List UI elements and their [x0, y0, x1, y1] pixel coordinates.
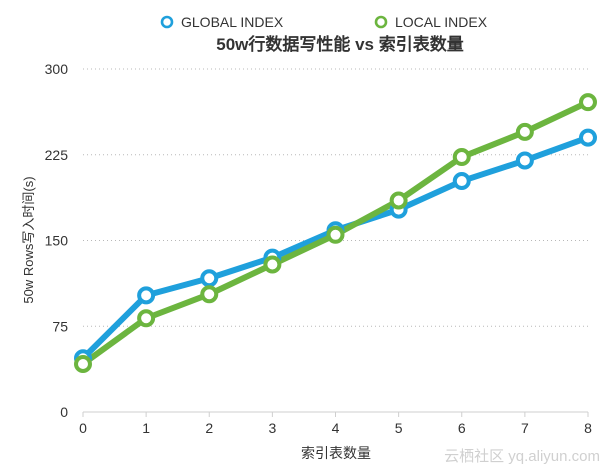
y-tick-label-150: 150 — [45, 233, 69, 249]
data-point-global-index-1 — [137, 286, 156, 305]
legend-item-local-index: LOCAL INDEX — [374, 14, 488, 30]
legend-label-global-index: GLOBAL INDEX — [181, 14, 284, 30]
data-point-local-index-4 — [326, 225, 345, 244]
x-tick-label-3: 3 — [268, 420, 276, 436]
legend-item-global-index: GLOBAL INDEX — [160, 14, 284, 30]
data-point-local-index-1 — [137, 309, 156, 328]
x-tick-labels: 0 1 2 3 4 5 6 7 8 — [79, 420, 592, 436]
x-tick-label-0: 0 — [79, 420, 87, 436]
series-points — [74, 93, 597, 373]
data-point-global-index-6 — [452, 172, 471, 191]
y-axis-label: 50w Rows写入时间(s) — [21, 176, 36, 303]
chart-legend: GLOBAL INDEX LOCAL INDEX — [160, 14, 488, 30]
x-tick-label-6: 6 — [458, 420, 466, 436]
watermark: 云栖社区 yq.aliyun.com — [444, 448, 600, 465]
y-tick-labels: 0 75 150 225 300 — [45, 61, 69, 420]
x-tick-label-4: 4 — [332, 420, 340, 436]
y-tick-label-300: 300 — [45, 61, 69, 77]
legend-marker-local-index-icon — [374, 15, 388, 29]
series-line-global-index — [80, 134, 591, 362]
data-point-global-index-7 — [515, 151, 534, 170]
data-point-global-index-2 — [200, 269, 219, 288]
y-tick-label-0: 0 — [60, 404, 68, 420]
chart-title: 50w行数据写性能 vs 索引表数量 — [216, 34, 464, 54]
data-point-local-index-6 — [452, 148, 471, 167]
data-point-local-index-2 — [200, 285, 219, 304]
x-axis-label: 索引表数量 — [301, 445, 371, 461]
x-tick-label-5: 5 — [395, 420, 403, 436]
x-tick-label-7: 7 — [521, 420, 529, 436]
x-tick-label-8: 8 — [584, 420, 592, 436]
data-point-local-index-0 — [74, 354, 92, 373]
data-point-global-index-8 — [579, 128, 597, 147]
legend-marker-global-index-icon — [160, 15, 174, 29]
legend-label-local-index: LOCAL INDEX — [395, 14, 488, 30]
data-point-local-index-3 — [263, 255, 282, 274]
y-tick-label-75: 75 — [52, 318, 68, 334]
y-tick-label-225: 225 — [45, 147, 69, 163]
data-point-local-index-7 — [515, 122, 534, 141]
data-point-local-index-5 — [389, 191, 408, 210]
x-tick-label-2: 2 — [205, 420, 213, 436]
x-tick-label-1: 1 — [142, 420, 150, 436]
data-point-local-index-8 — [579, 93, 597, 112]
